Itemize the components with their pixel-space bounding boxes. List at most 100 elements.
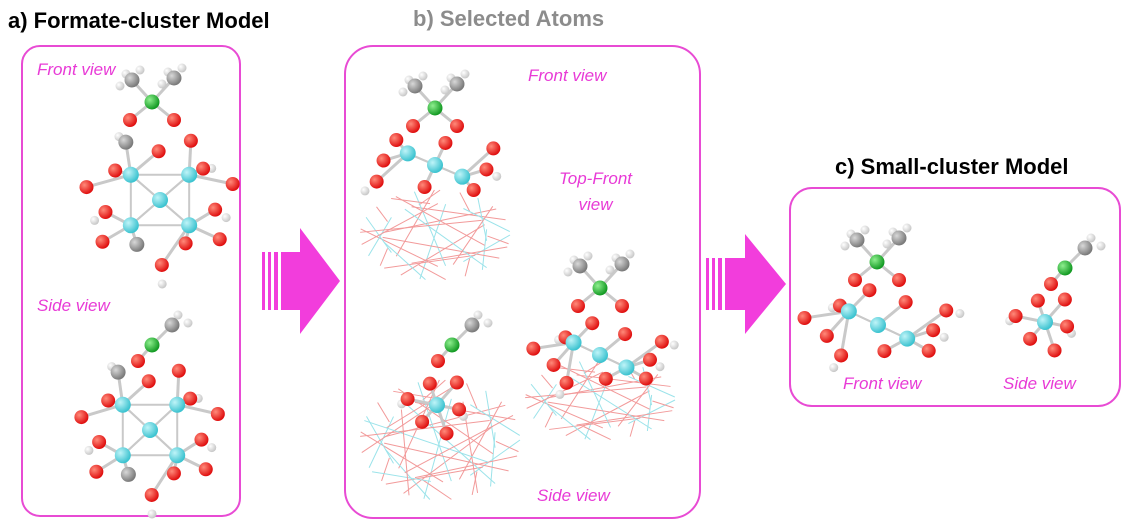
atom [450,119,464,133]
atom [152,192,168,208]
atom [882,239,892,249]
atom [389,132,404,147]
atom [829,363,839,373]
atom [834,348,849,363]
bond [160,224,191,266]
atom [1077,240,1093,256]
wire [400,224,485,276]
atom [194,432,209,447]
wire [548,405,591,441]
atom [110,364,126,380]
atom [797,311,812,326]
arrow-2 [706,234,786,334]
atom [848,273,862,287]
atom [483,318,493,328]
atom [849,232,865,248]
atom [114,396,131,413]
atom [431,354,445,368]
panel-c-box [789,187,1121,407]
atom [98,205,113,220]
atom [427,157,443,173]
wire [556,367,596,373]
atom [181,166,198,183]
wire [490,432,496,487]
atom [615,299,629,313]
atom [592,347,608,363]
wire [487,235,509,245]
wire [560,359,600,420]
view-label: Front view [528,66,607,85]
atom [141,374,156,389]
wire [371,471,431,482]
atom [473,310,483,320]
view-label: Front view [37,60,116,79]
atom [892,273,906,287]
atom [164,317,180,333]
atom [169,396,186,413]
atom [84,445,94,455]
atom [449,375,464,390]
atom [555,389,565,399]
atom [592,280,608,296]
atom [406,119,420,133]
atom [1023,331,1038,346]
wire [477,197,488,241]
wire [379,248,388,266]
wire [391,197,431,205]
view-label: Side view [537,486,610,505]
atom [131,354,145,368]
wire [386,381,462,429]
atom [1086,233,1096,243]
atom [123,113,137,127]
wire [565,390,650,437]
atom [157,79,167,89]
atom [939,303,954,318]
atom [418,71,428,81]
atom [124,72,140,88]
atom [1047,343,1062,358]
wire [404,415,514,474]
atom [466,183,481,198]
atom [144,94,160,110]
atom [157,279,167,289]
wire [384,254,476,269]
wire [547,401,665,422]
wire [381,457,390,482]
view-label: Front view [843,374,922,393]
atom [108,163,123,178]
atom [400,392,415,407]
atom [212,232,227,247]
bond [906,309,948,340]
atom [221,213,231,223]
wire [382,236,500,259]
atom [840,303,857,320]
atom [440,85,450,95]
atom [860,225,870,235]
wire [652,400,674,409]
atom [177,63,187,73]
atom [891,230,907,246]
atom [902,223,912,233]
atom [399,145,416,162]
wire [525,386,647,399]
wire [393,390,435,399]
atom [449,76,465,92]
atom [862,283,877,298]
wire [403,425,494,494]
atom [151,144,166,159]
wire [578,361,612,428]
wire [569,376,652,430]
atom [669,340,679,350]
wire [452,206,494,265]
wire [628,375,675,398]
wire [541,374,553,389]
atom [492,171,502,181]
wire [385,466,483,485]
atom [454,168,471,185]
wire [469,439,521,476]
atom [877,344,892,359]
atom [638,371,653,386]
atom [486,141,501,156]
atom [571,299,585,313]
atom [115,81,125,91]
